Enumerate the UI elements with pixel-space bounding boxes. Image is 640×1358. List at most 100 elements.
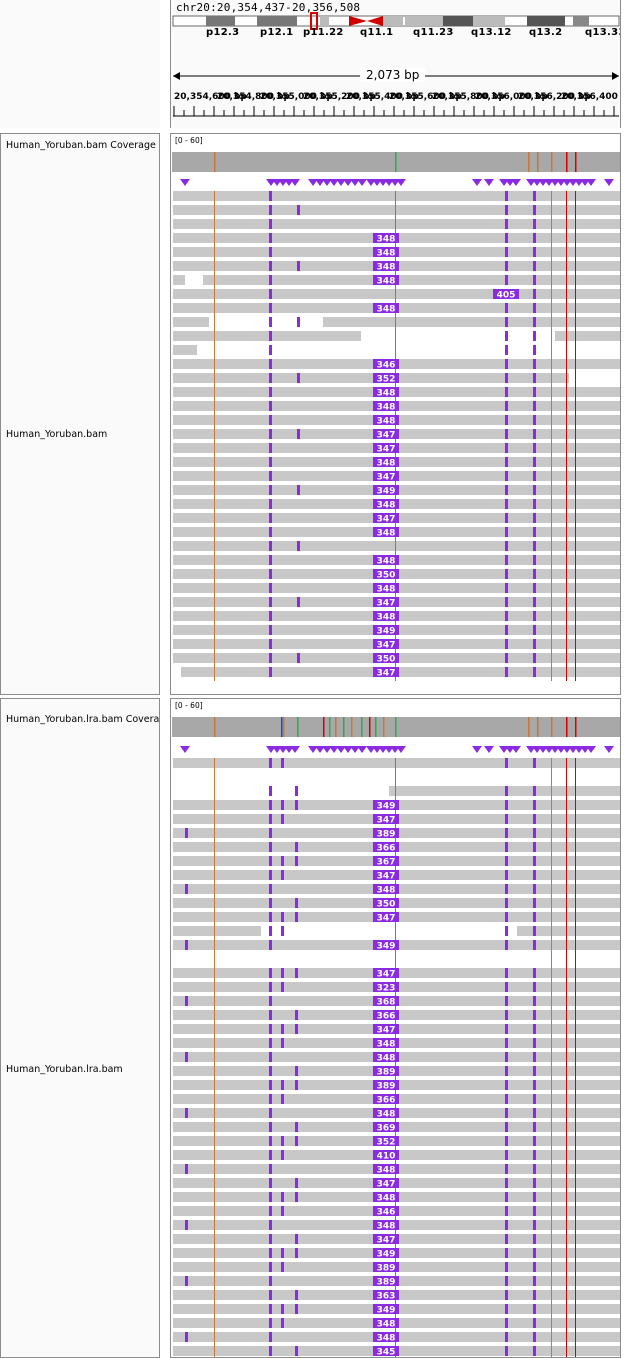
alignment-track-name[interactable]: Human_Yoruban.bam — [6, 429, 108, 440]
insertion-bar — [505, 611, 508, 621]
insertion-bar — [269, 443, 272, 453]
mismatch-base — [566, 996, 567, 1006]
mismatch-base — [575, 527, 576, 537]
mismatch-base — [214, 926, 215, 936]
mismatch-base — [551, 1276, 552, 1286]
mismatch-base — [575, 401, 576, 411]
insertion-size-label: 348 — [377, 277, 396, 287]
mismatch-base — [214, 1136, 215, 1146]
insertion-bar — [533, 926, 536, 936]
alignment-panel-2[interactable]: [0 - 60] 349 347 389 366 367 347 348 350 347 349 3… — [170, 698, 621, 1358]
mismatch-base — [566, 205, 567, 215]
insertion-bar — [533, 758, 536, 768]
insertion-bar — [281, 800, 284, 810]
mismatch-base — [566, 303, 567, 313]
read — [555, 331, 620, 341]
insertion-bar — [185, 884, 188, 894]
insertion-bar — [505, 597, 508, 607]
alignment-track-1[interactable]: 348 348 348 348 405 348 346 352 348 348 348 347 347 3… — [171, 134, 621, 695]
coverage-mismatch — [375, 717, 377, 737]
coverage-track-name[interactable]: Human_Yoruban.bam Coverage — [6, 140, 156, 151]
insertion-bar — [269, 968, 272, 978]
insertion-bar — [533, 1024, 536, 1034]
insertion-bar — [281, 814, 284, 824]
mismatch-base — [575, 373, 576, 383]
insertion-size-box — [373, 1136, 399, 1146]
band-label: q13.33 — [585, 27, 620, 38]
centromere-q — [367, 16, 383, 26]
insertion-bar — [269, 1066, 272, 1076]
insertion-size-box — [373, 898, 399, 908]
mismatch-base — [551, 828, 552, 838]
insertion-size-label: 348 — [377, 459, 396, 469]
mismatch-base — [566, 233, 567, 243]
insertion-bar — [269, 1346, 272, 1356]
insertion-size-label: 389 — [377, 1082, 396, 1092]
insertion-size-label: 347 — [377, 1180, 396, 1190]
coverage-track-name[interactable]: Human_Yoruban.lra.bam Coverage — [6, 714, 160, 725]
insertion-size-label: 405 — [497, 291, 516, 301]
insertion-size-label: 349 — [377, 1250, 396, 1260]
insertion-marker-icon — [180, 746, 190, 753]
insertion-marker-icon — [290, 179, 300, 186]
insertion-bar — [185, 996, 188, 1006]
mismatch-base — [214, 828, 215, 838]
mismatch-base — [566, 443, 567, 453]
insertion-size-box — [373, 1220, 399, 1230]
mismatch-base — [575, 569, 576, 579]
insertion-bar — [533, 884, 536, 894]
insertion-size-label: 348 — [377, 1040, 396, 1050]
insertion-marker-icon — [308, 179, 318, 186]
insertion-size-label: 369 — [377, 1124, 396, 1134]
insertion-bar — [533, 611, 536, 621]
insertion-bar — [295, 856, 298, 866]
insertion-bar — [505, 373, 508, 383]
insertion-size-box — [373, 443, 399, 453]
insertion-bar — [505, 429, 508, 439]
mismatch-base — [214, 842, 215, 852]
insertion-bar — [533, 1122, 536, 1132]
alignment-track-name[interactable]: Human_Yoruban.lra.bam — [6, 1064, 123, 1075]
insertion-size-label: 350 — [377, 900, 396, 910]
insertion-bar — [533, 331, 536, 341]
mismatch-base — [551, 233, 552, 243]
alignment-track-2[interactable]: 349 347 389 366 367 347 348 350 347 349 347 323 368 3… — [171, 699, 621, 1358]
insertion-bar — [533, 583, 536, 593]
insertion-bar — [505, 1164, 508, 1174]
insertion-bar — [269, 926, 272, 936]
insertion-bar — [281, 926, 284, 936]
mismatch-base — [395, 317, 396, 327]
insertion-size-box — [373, 1150, 399, 1160]
mismatch-base — [551, 373, 552, 383]
ruler-tick-label: 20,356,200 bp — [518, 92, 591, 102]
mismatch-base — [214, 1346, 215, 1356]
insertion-bar — [269, 429, 272, 439]
insertion-size-label: 347 — [377, 431, 396, 441]
insertion-size-box — [373, 982, 399, 992]
band-label: q13.2 — [529, 27, 563, 38]
insertion-size-box — [373, 870, 399, 880]
insertion-bar — [533, 800, 536, 810]
insertion-bar — [533, 499, 536, 509]
insertion-size-label: 347 — [377, 970, 396, 980]
ideogram-band — [527, 16, 565, 26]
mismatch-base — [566, 387, 567, 397]
alignment-panel-1[interactable]: [0 - 60] 348 348 348 348 405 348 346 352 348 348 3… — [170, 133, 621, 695]
insertion-size-label: 348 — [377, 403, 396, 413]
insertion-size-box — [373, 842, 399, 852]
mismatch-base — [214, 205, 215, 215]
insertion-marker-icon — [357, 746, 367, 753]
insertion-bar — [533, 1304, 536, 1314]
ruler-tick-label: 20,355,600 bp — [389, 92, 462, 102]
mismatch-base — [566, 667, 567, 677]
mismatch-base — [551, 1234, 552, 1244]
insertion-marker-icon — [350, 746, 360, 753]
insertion-size-box — [373, 233, 399, 243]
mismatch-base — [551, 457, 552, 467]
insertion-bar — [533, 940, 536, 950]
coverage-mismatch — [566, 152, 568, 172]
insertion-bar — [505, 261, 508, 271]
insertion-size-box — [373, 1332, 399, 1342]
chromosome-ideogram[interactable] — [171, 0, 621, 128]
insertion-size-box — [373, 1262, 399, 1272]
